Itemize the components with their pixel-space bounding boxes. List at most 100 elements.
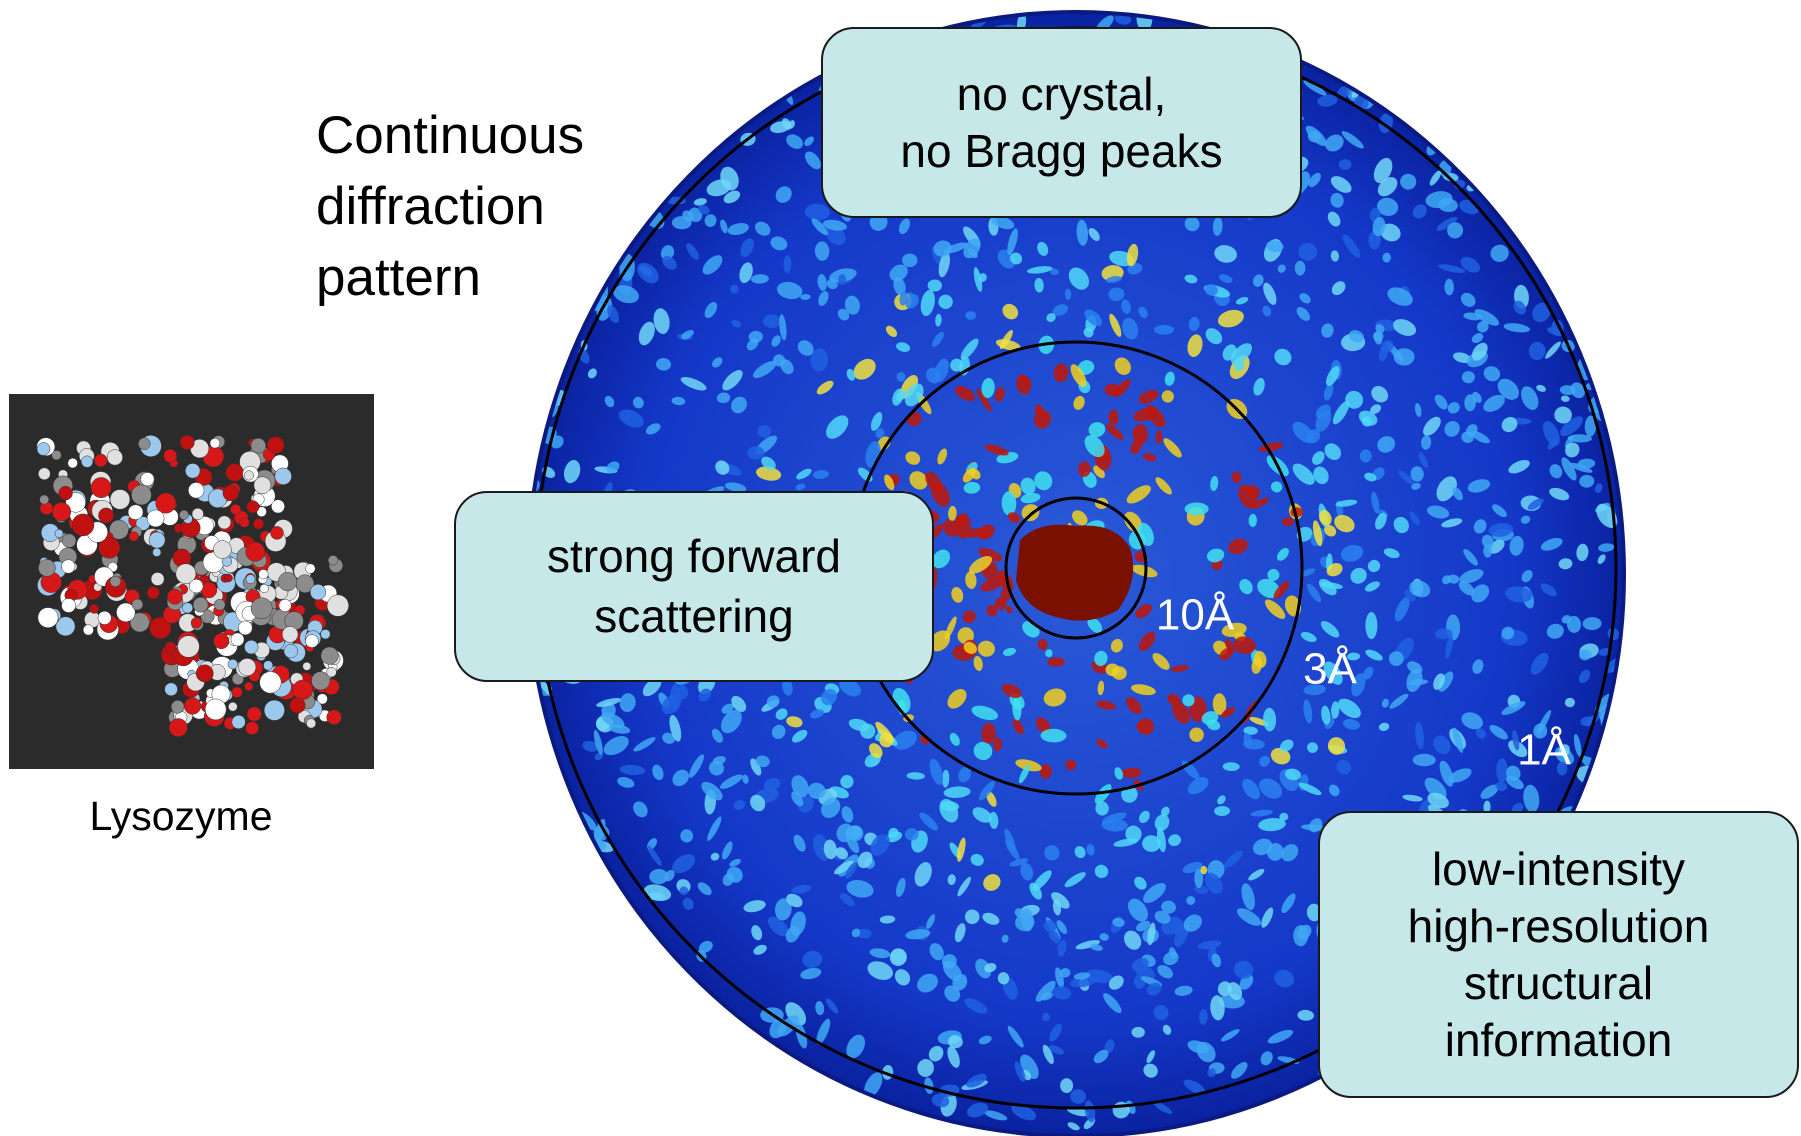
atom <box>62 560 76 574</box>
callout-box <box>822 28 1301 217</box>
atom <box>138 438 150 450</box>
atom <box>223 485 239 501</box>
atom <box>214 633 230 649</box>
atom <box>247 501 259 513</box>
atom <box>72 514 94 536</box>
atom <box>128 505 143 520</box>
atom <box>251 598 272 619</box>
atom <box>303 662 311 670</box>
speckle <box>763 314 781 328</box>
atom <box>165 683 178 696</box>
atom <box>260 584 269 593</box>
title-line: Continuous <box>316 106 584 165</box>
molecule-caption: Lysozyme <box>89 793 272 839</box>
atom <box>278 572 297 591</box>
ring-label: 3Å <box>1303 645 1357 694</box>
atom <box>191 617 202 628</box>
speckle <box>1298 243 1317 261</box>
atom <box>149 532 165 548</box>
title-line: pattern <box>316 248 481 307</box>
atom <box>129 532 138 541</box>
atom <box>263 661 272 670</box>
atom <box>147 587 159 599</box>
atom <box>147 510 164 527</box>
speckle <box>1619 470 1628 483</box>
atom <box>224 574 232 582</box>
atom <box>254 477 271 494</box>
atom <box>240 518 250 528</box>
atom <box>253 519 263 529</box>
atom <box>327 595 349 617</box>
atom <box>267 437 284 454</box>
atom <box>156 493 176 513</box>
atom <box>232 715 246 729</box>
speckle <box>965 311 976 320</box>
atom <box>282 626 298 642</box>
callout-line: strong forward <box>547 530 841 582</box>
atom <box>193 597 208 612</box>
atom <box>271 526 284 539</box>
page: Lysozyme Continuousdiffractionpattern 10… <box>0 0 1801 1136</box>
speckle <box>1106 663 1120 676</box>
diagram: Lysozyme Continuousdiffractionpattern 10… <box>0 0 1801 1136</box>
atom <box>260 672 282 694</box>
atom <box>169 719 187 737</box>
atom <box>40 495 49 504</box>
callout-line: no Bragg peaks <box>900 125 1222 177</box>
atom <box>279 599 291 611</box>
atom <box>290 698 306 714</box>
atom <box>321 629 331 639</box>
atom <box>38 559 55 576</box>
atom <box>310 584 326 600</box>
atom <box>141 472 155 486</box>
atom <box>132 599 143 610</box>
atom <box>306 719 315 728</box>
callout-line: structural <box>1464 957 1653 1009</box>
speckle <box>1131 1027 1144 1038</box>
ring-label: 1Å <box>1517 726 1571 775</box>
atom <box>91 478 111 498</box>
atom <box>153 548 161 556</box>
atom <box>264 700 284 720</box>
atom <box>251 438 266 453</box>
speckle <box>1365 612 1377 639</box>
atom <box>305 635 318 648</box>
atom <box>171 700 184 713</box>
title: Continuousdiffractionpattern <box>316 106 584 307</box>
atom <box>131 485 151 505</box>
atom <box>231 633 244 646</box>
atom <box>210 438 220 448</box>
ring-label: 10Å <box>1156 591 1235 640</box>
atom <box>189 579 203 593</box>
atom <box>246 722 259 735</box>
atom <box>167 589 182 604</box>
atom <box>62 534 76 548</box>
atom <box>182 603 192 613</box>
atom <box>55 529 63 537</box>
atom <box>68 458 78 468</box>
atom <box>52 502 71 521</box>
speckle <box>1496 758 1507 782</box>
atom <box>232 687 243 698</box>
atom <box>90 604 99 613</box>
atom <box>110 490 130 510</box>
atom <box>226 464 244 482</box>
callout: low-intensityhigh-resolutionstructuralin… <box>1319 812 1798 1097</box>
atom <box>284 644 298 658</box>
callout: strong forwardscattering <box>455 492 933 681</box>
atom <box>37 443 50 456</box>
speckle <box>1185 503 1209 516</box>
speckle <box>1154 325 1174 335</box>
atom <box>247 707 261 721</box>
atom <box>38 468 50 480</box>
atom <box>213 541 231 559</box>
atom <box>244 640 258 654</box>
atom <box>245 682 254 691</box>
atom <box>306 564 316 574</box>
callout-line: information <box>1445 1014 1673 1066</box>
atom <box>228 659 238 669</box>
atom <box>321 647 338 664</box>
atom <box>38 608 58 628</box>
atom <box>83 625 93 635</box>
atom <box>165 642 176 653</box>
